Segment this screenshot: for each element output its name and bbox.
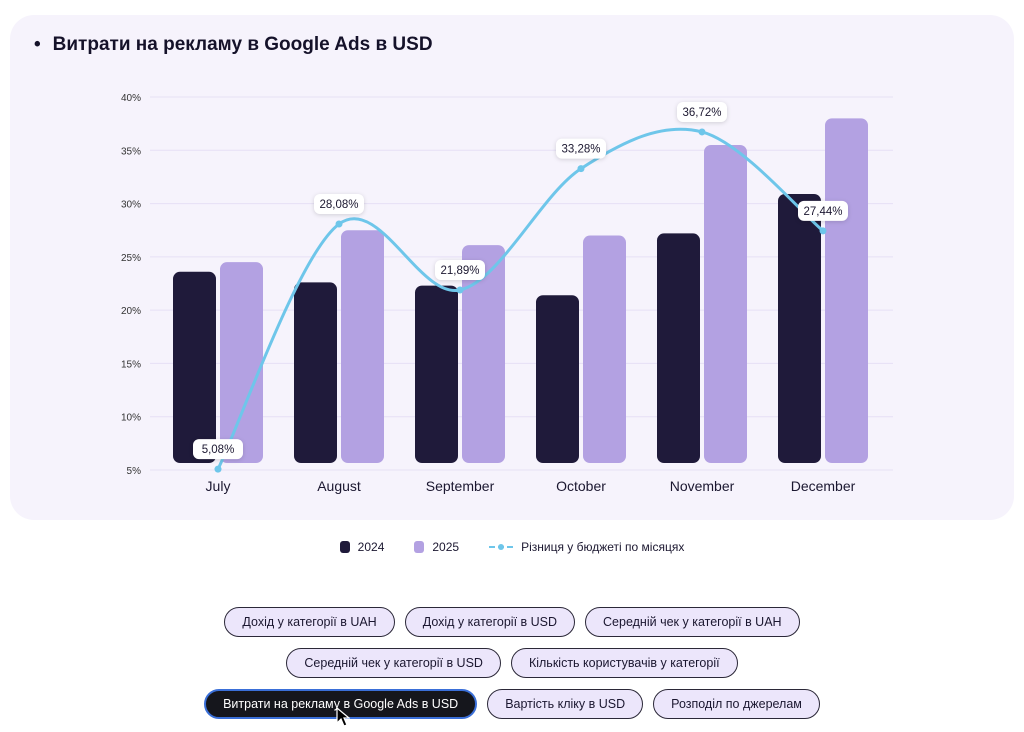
chart-selector: Дохід у категорії в UAH Дохід у категорії… <box>0 607 1024 719</box>
chart-option-button[interactable]: Середній чек у категорії в UAH <box>585 607 800 637</box>
legend-swatch <box>414 541 425 553</box>
data-label-box <box>677 101 727 122</box>
difference-point <box>698 128 706 136</box>
difference-point <box>456 286 464 294</box>
bar-2025 <box>341 230 384 463</box>
chart-title-text: Витрати на рекламу в Google Ads в USD <box>52 34 433 55</box>
y-tick-label: 5% <box>127 466 142 477</box>
bar-2024 <box>778 193 821 464</box>
data-label: 36,72% <box>682 107 721 119</box>
difference-point <box>335 220 343 228</box>
data-label: 27,44% <box>803 206 842 218</box>
legend-item-2024[interactable]: 2024 <box>339 540 385 554</box>
y-tick-label: 25% <box>121 253 141 264</box>
mouse-cursor-icon <box>336 707 350 727</box>
bar-2024 <box>294 282 337 463</box>
data-label-box <box>435 260 485 281</box>
chart-option-button[interactable]: Дохід у категорії в UAH <box>224 607 395 637</box>
y-tick-label: 10% <box>121 413 141 424</box>
button-row: Середній чек у категорії в USD Кількість … <box>286 648 738 678</box>
difference-point <box>214 465 222 473</box>
chart-title: • Витрати на рекламу в Google Ads в USD <box>34 34 433 56</box>
y-tick-label: 35% <box>121 146 141 157</box>
chart-legend: 2024 2025 Різниця у бюджеті по місяцях <box>0 540 1024 554</box>
data-label-box <box>314 194 364 215</box>
x-tick-label: September <box>426 478 495 494</box>
chart-option-button[interactable]: Розподіл по джерелам <box>653 689 820 719</box>
legend-label: 2024 <box>357 540 385 554</box>
button-row: Дохід у категорії в UAH Дохід у категорії… <box>224 607 800 637</box>
y-tick-label: 20% <box>121 306 141 317</box>
legend-swatch <box>339 541 350 553</box>
chart-option-button[interactable]: Дохід у категорії в USD <box>404 607 576 637</box>
legend-label: Різниця у бюджеті по місяцях <box>521 540 685 554</box>
data-label: 28,08% <box>319 199 358 211</box>
y-tick-label: 40% <box>121 93 141 104</box>
difference-point <box>577 165 585 173</box>
x-tick-label: July <box>206 478 231 494</box>
button-row: Витрати на рекламу в Google Ads в USD Вар… <box>204 689 820 719</box>
bar-2025 <box>825 118 868 464</box>
y-tick-label: 30% <box>121 200 141 211</box>
bar-2024 <box>415 285 458 463</box>
data-label: 21,89% <box>440 265 479 277</box>
legend-item-difference[interactable]: Різниця у бюджеті по місяцях <box>489 540 684 554</box>
chart-option-button[interactable]: Середній чек у категорії в USD <box>286 648 501 678</box>
difference-point <box>819 227 827 235</box>
y-tick-label: 15% <box>121 359 141 370</box>
bar-2025 <box>583 235 626 463</box>
legend-line-swatch <box>489 541 514 553</box>
bar-2025 <box>704 144 747 463</box>
difference-line <box>216 127 824 470</box>
data-label-box <box>798 200 848 221</box>
chart-option-button[interactable]: Вартість кліку в USD <box>487 689 644 719</box>
x-tick-label: October <box>556 478 606 494</box>
bar-2025 <box>462 245 505 463</box>
bar-2024 <box>536 295 579 463</box>
legend-label: 2025 <box>432 540 460 554</box>
legend-item-2025[interactable]: 2025 <box>414 540 459 554</box>
bullet: • <box>34 34 41 55</box>
data-label-box <box>556 138 606 159</box>
chart-option-button[interactable]: Кількість користувачів у категорії <box>510 648 738 678</box>
data-label: 5,08% <box>202 444 235 456</box>
x-tick-label: November <box>670 478 735 494</box>
bar-2025 <box>220 262 263 463</box>
bar-2024 <box>657 233 700 463</box>
data-label-box <box>193 439 243 460</box>
bar-2024 <box>173 271 216 463</box>
x-tick-label: December <box>791 478 856 494</box>
x-tick-label: August <box>317 478 361 494</box>
data-label: 33,28% <box>561 144 600 156</box>
